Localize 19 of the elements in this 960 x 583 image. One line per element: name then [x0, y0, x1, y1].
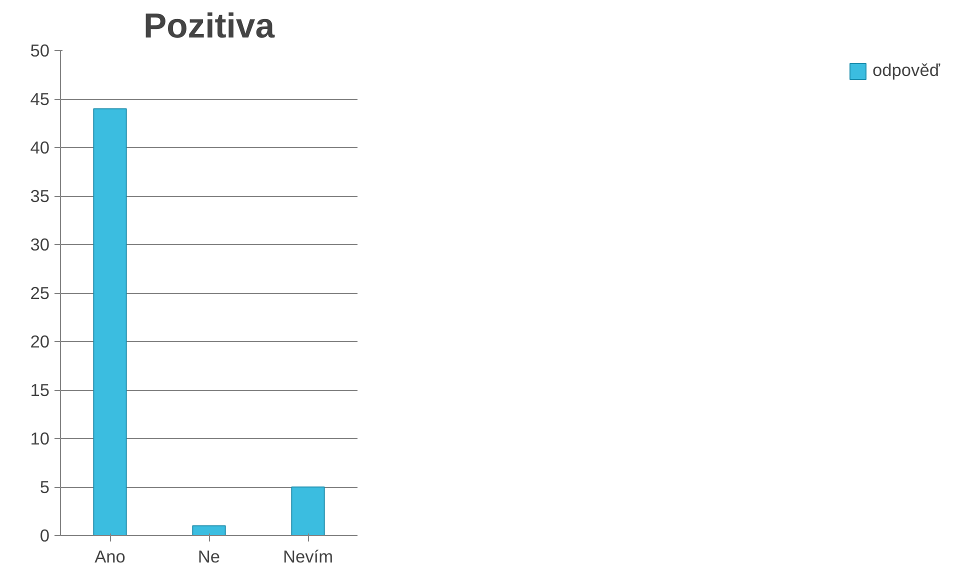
y-tick-label: 10: [30, 428, 50, 448]
bar: [291, 486, 325, 536]
x-tick-label: Ano: [94, 546, 126, 566]
bar: [93, 108, 127, 536]
legend-label: odpověď: [872, 60, 940, 81]
y-tick-label: 5: [40, 477, 50, 497]
y-tick-label: 25: [30, 283, 50, 303]
y-tick-label: 20: [30, 332, 50, 352]
y-tick-label: 15: [30, 380, 50, 400]
y-tick-label: 30: [30, 234, 50, 254]
y-tick-label: 0: [40, 526, 50, 546]
y-tick-label: 45: [30, 89, 50, 109]
y-tick-label: 35: [30, 186, 50, 206]
y-tick-label: 40: [30, 138, 50, 158]
x-tick-label: Ne: [198, 546, 220, 566]
bar: [192, 525, 226, 536]
chart-title: Pozitiva: [144, 8, 276, 46]
y-tick-label: 50: [30, 40, 50, 60]
x-tick-label: Nevím: [282, 546, 334, 566]
